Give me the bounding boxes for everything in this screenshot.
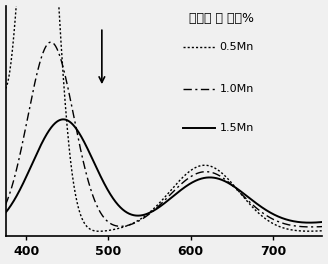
Text: 1.0Mn: 1.0Mn	[219, 84, 254, 94]
Text: 1.5Mn: 1.5Mn	[219, 123, 254, 133]
Text: 0.5Mn: 0.5Mn	[219, 42, 254, 52]
Text: 质量百 分 数，%: 质量百 分 数，%	[189, 12, 254, 26]
